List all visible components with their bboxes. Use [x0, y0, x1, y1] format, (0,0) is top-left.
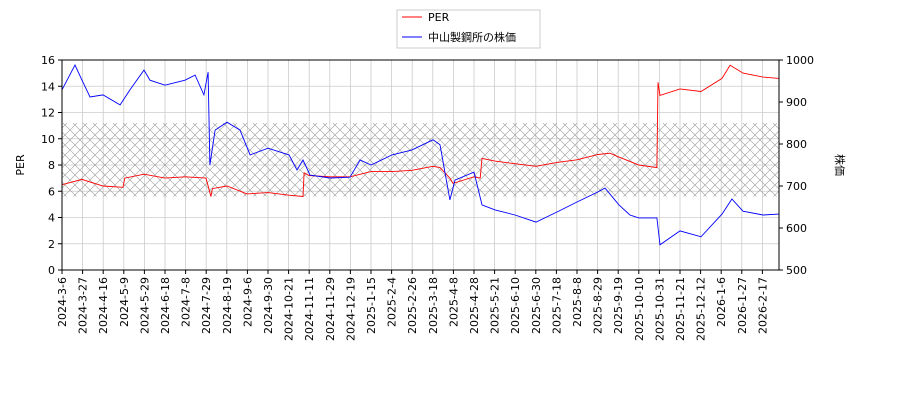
x-tick-label: 2025-7-18 [550, 277, 563, 334]
x-tick-label: 2025-10-10 [633, 277, 646, 341]
x-tick-label: 2024-12-19 [344, 277, 357, 341]
x-tick-label: 2024-3-27 [77, 277, 90, 334]
x-tick-label: 2025-4-28 [468, 277, 481, 334]
y2-tick-label: 600 [786, 222, 807, 235]
x-tick-label: 2024-11-29 [324, 277, 337, 341]
y2-tick-label: 1000 [786, 54, 814, 67]
y-tick-label: 16 [41, 54, 55, 67]
x-tick-label: 2025-2-26 [406, 277, 419, 334]
x-tick-label: 2024-3-6 [56, 277, 69, 327]
x-tick-label: 2024-5-9 [118, 277, 131, 327]
x-tick-label: 2024-11-11 [303, 277, 316, 341]
x-tick-label: 2025-4-8 [447, 277, 460, 327]
x-tick-label: 2025-9-19 [612, 277, 625, 334]
x-tick-label: 2025-2-4 [386, 277, 399, 327]
legend: PER 中山製鋼所の株価 [396, 9, 541, 49]
x-tick-label: 2025-6-10 [509, 277, 522, 334]
x-tick-label: 2024-4-16 [97, 277, 110, 334]
x-tick-label: 2024-10-21 [283, 277, 296, 341]
y-tick-label: 0 [48, 264, 55, 277]
x-tick-label: 2024-7-29 [200, 277, 213, 334]
x-tick-label: 2026-2-17 [756, 277, 769, 334]
legend-label-price: 中山製鋼所の株価 [428, 30, 516, 44]
y-tick-label: 8 [48, 159, 55, 172]
x-tick-label: 2025-8-8 [571, 277, 584, 327]
y-tick-label: 14 [41, 80, 55, 93]
x-tick-label: 2024-8-19 [221, 277, 234, 334]
x-tick-label: 2025-11-21 [674, 277, 687, 341]
x-tick-label: 2026-1-27 [736, 277, 749, 334]
y-tick-label: 4 [48, 212, 55, 225]
y-axis-label: PER [14, 154, 27, 176]
y2-tick-label: 800 [786, 138, 807, 151]
hatched-per-band [62, 123, 779, 197]
price-line [62, 63, 779, 246]
x-tick-label: 2025-1-15 [365, 277, 378, 334]
y2-tick-label: 500 [786, 264, 807, 277]
y2-tick-label: 900 [786, 96, 807, 109]
x-tick-label: 2025-10-31 [653, 277, 666, 341]
y-tick-label: 12 [41, 107, 55, 120]
legend-label-per: PER [428, 11, 450, 24]
y-tick-label: 2 [48, 238, 55, 251]
x-tick-label: 2024-9-6 [241, 277, 254, 327]
x-tick-label: 2024-7-8 [180, 277, 193, 327]
x-tick-label: 2024-9-30 [262, 277, 275, 334]
x-tick-label: 2026-1-6 [715, 277, 728, 327]
x-tick-label: 2024-5-29 [138, 277, 151, 334]
x-tick-label: 2025-6-30 [530, 277, 543, 334]
x-tick-label: 2024-6-18 [159, 277, 172, 334]
x-tick-label: 2025-3-18 [427, 277, 440, 334]
y-tick-label: 10 [41, 133, 55, 146]
y2-tick-label: 700 [786, 180, 807, 193]
y-tick-label: 6 [48, 185, 55, 198]
x-tick-label: 2025-5-21 [489, 277, 502, 334]
per-line [62, 64, 779, 197]
y2-axis-label: 株価 [833, 154, 847, 176]
x-tick-label: 2025-8-29 [592, 277, 605, 334]
x-tick-label: 2025-12-12 [695, 277, 708, 341]
